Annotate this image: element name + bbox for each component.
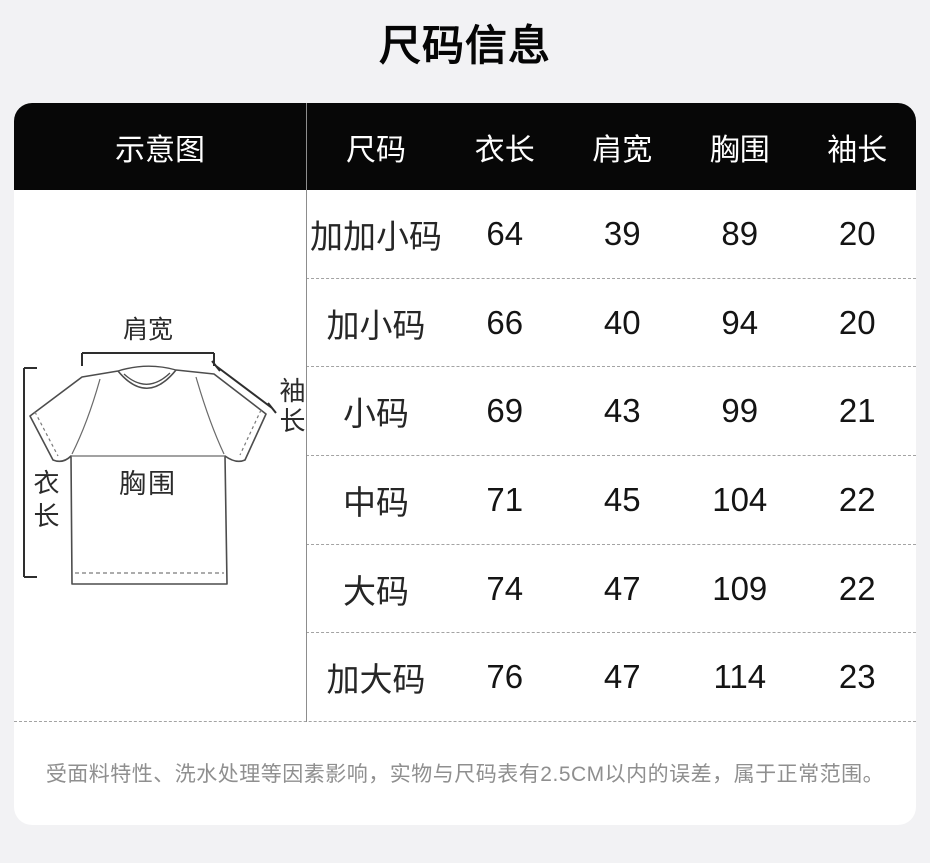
column-header-length: 衣长 (474, 133, 535, 167)
label-chest: 胸围 (119, 469, 177, 499)
size-rows: 加加小码 64 39 89 20 加小码 66 40 94 20 小码 69 4… (306, 190, 916, 721)
shoulder-value: 40 (603, 303, 641, 341)
length-value: 71 (486, 480, 524, 518)
sleeve-value: 22 (838, 480, 876, 518)
table-row-xs: 加小码 66 40 94 20 (306, 279, 916, 368)
page-title: 尺码信息 (378, 22, 551, 69)
table-body: 肩宽 袖长 衣长 胸围 加加小码 64 39 89 20 加小码 66 40 9… (14, 190, 916, 722)
shoulder-value: 39 (603, 214, 641, 252)
label-shoulder-width: 肩宽 (122, 316, 173, 344)
chest-value: 109 (712, 569, 768, 607)
tshirt-diagram: 肩宽 袖长 衣长 胸围 (14, 190, 306, 721)
chest-value: 94 (721, 303, 759, 341)
chest-value: 99 (721, 392, 759, 430)
length-value: 74 (486, 569, 524, 607)
sleeve-value: 23 (838, 658, 876, 696)
diagram-column-header: 示意图 (115, 133, 205, 167)
size-chart-card: 示意图 尺码 衣长 肩宽 胸围 袖长 (14, 103, 916, 825)
column-header-chest: 胸围 (709, 133, 770, 167)
column-divider (306, 103, 307, 722)
table-header: 示意图 尺码 衣长 肩宽 胸围 袖长 (14, 103, 916, 190)
sleeve-value: 22 (838, 569, 876, 607)
label-garment-length: 衣长 (30, 469, 60, 535)
table-row-l: 大码 74 47 109 22 (306, 545, 916, 634)
length-value: 64 (486, 214, 524, 252)
label-sleeve-length: 袖长 (276, 377, 306, 437)
shoulder-value: 47 (603, 569, 641, 607)
size-name: 加加小码 (310, 217, 442, 255)
shoulder-value: 43 (603, 392, 641, 430)
chest-value: 104 (712, 480, 768, 518)
size-name: 中码 (343, 483, 409, 521)
table-row-m: 中码 71 45 104 22 (306, 456, 916, 545)
size-name: 小码 (343, 395, 409, 433)
length-value: 69 (486, 392, 524, 430)
shoulder-value: 45 (603, 480, 641, 518)
column-header-shoulder: 肩宽 (592, 133, 653, 167)
sleeve-value: 20 (838, 303, 876, 341)
length-value: 76 (486, 658, 524, 696)
tshirt-illustration-icon (23, 352, 277, 585)
chest-value: 114 (713, 658, 767, 696)
measurement-column-headers: 尺码 衣长 肩宽 胸围 袖长 (306, 125, 916, 169)
column-header-size: 尺码 (346, 133, 406, 167)
size-name: 加大码 (326, 661, 426, 699)
sleeve-value: 20 (838, 214, 876, 252)
table-row-s: 小码 69 43 99 21 (306, 367, 916, 457)
shoulder-value: 47 (603, 658, 641, 696)
table-row-xxs: 加加小码 64 39 89 20 (306, 190, 916, 279)
column-header-sleeve: 袖长 (827, 133, 888, 167)
sleeve-value: 21 (838, 392, 876, 430)
disclaimer-note: 受面料特性、洗水处理等因素影响，实物与尺码表有2.5CM以内的误差，属于正常范围… (45, 763, 885, 786)
length-value: 66 (486, 303, 524, 341)
size-name: 加小码 (326, 306, 426, 344)
table-row-xl: 加大码 76 47 114 23 (306, 633, 916, 721)
size-name: 大码 (343, 572, 409, 610)
chest-value: 89 (721, 214, 759, 252)
